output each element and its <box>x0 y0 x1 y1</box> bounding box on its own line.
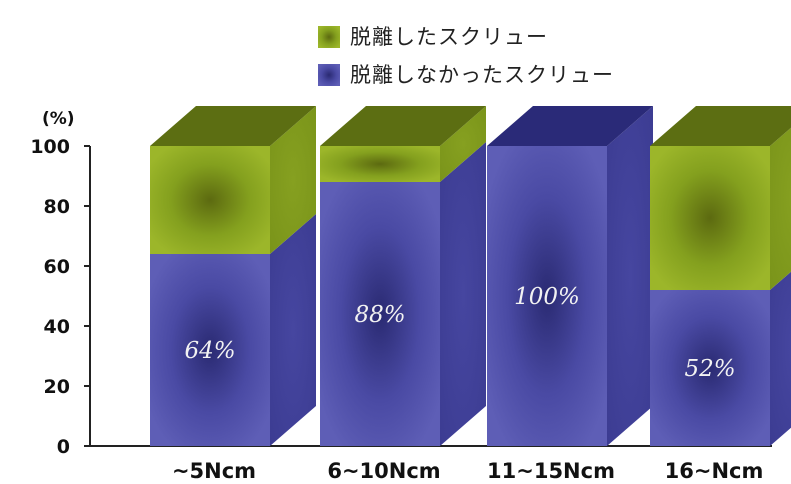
y-axis-unit: (%) <box>42 109 75 129</box>
bar-data-label: 64% <box>184 338 235 364</box>
y-tick-label: 80 <box>44 196 70 218</box>
x-category-label: 11~15Ncm <box>487 459 615 483</box>
bar-segment-side <box>440 142 486 446</box>
x-category-label: 16~Ncm <box>665 459 764 483</box>
bar-segment-side <box>770 271 791 446</box>
bar-segment-front <box>650 290 770 446</box>
legend-label-not-detached: 脱離しなかったスクリュー <box>350 63 614 87</box>
y-axis-ticks: 0 20 40 60 80 100 <box>30 136 90 458</box>
legend-label-detached: 脱離したスクリュー <box>350 25 548 49</box>
x-category-label: 6~10Ncm <box>327 459 440 483</box>
bar-data-label: 100% <box>514 284 580 310</box>
legend-item-detached: 脱離したスクリュー <box>318 25 548 49</box>
bar-group: 64% <box>150 106 316 446</box>
bar-data-label: 52% <box>684 356 735 382</box>
bar-segment-front <box>320 146 440 182</box>
bar-segment-front <box>320 182 440 446</box>
category-labels: ~5Ncm 6~10Ncm 11~15Ncm 16~Ncm <box>172 459 763 483</box>
bar-top-face <box>150 106 316 146</box>
legend-item-not-detached: 脱離しなかったスクリュー <box>318 63 614 87</box>
bar-group: 88% <box>320 106 486 446</box>
bar-segment-front <box>487 146 607 446</box>
bar-top-face <box>487 106 653 146</box>
bar-segment-front <box>150 146 270 254</box>
x-category-label: ~5Ncm <box>172 459 256 483</box>
y-tick-label: 100 <box>30 136 70 158</box>
bar-segment-side <box>270 214 316 446</box>
bar-top-face <box>650 106 791 146</box>
bar-segment-front <box>150 254 270 446</box>
bar-data-label: 88% <box>354 302 405 328</box>
bar-segment-side <box>270 106 316 254</box>
bar-group: 100% <box>487 106 653 446</box>
bar-segment-front <box>650 146 770 290</box>
bar-segment-side <box>770 127 791 290</box>
bar-segment-side <box>607 106 653 446</box>
y-tick-label: 40 <box>44 316 70 338</box>
y-tick-label: 60 <box>44 256 70 278</box>
bars: 64% 88% 100% 52% <box>150 106 791 446</box>
bar-segment-side <box>440 106 486 182</box>
legend: 脱離したスクリュー 脱離しなかったスクリュー <box>318 25 614 87</box>
y-tick-label: 0 <box>57 436 70 458</box>
legend-swatch-detached <box>318 26 340 48</box>
legend-swatch-not-detached <box>318 64 340 86</box>
bar-top-face <box>320 106 486 146</box>
bar-group: 52% <box>650 106 791 446</box>
y-tick-label: 20 <box>44 376 70 398</box>
